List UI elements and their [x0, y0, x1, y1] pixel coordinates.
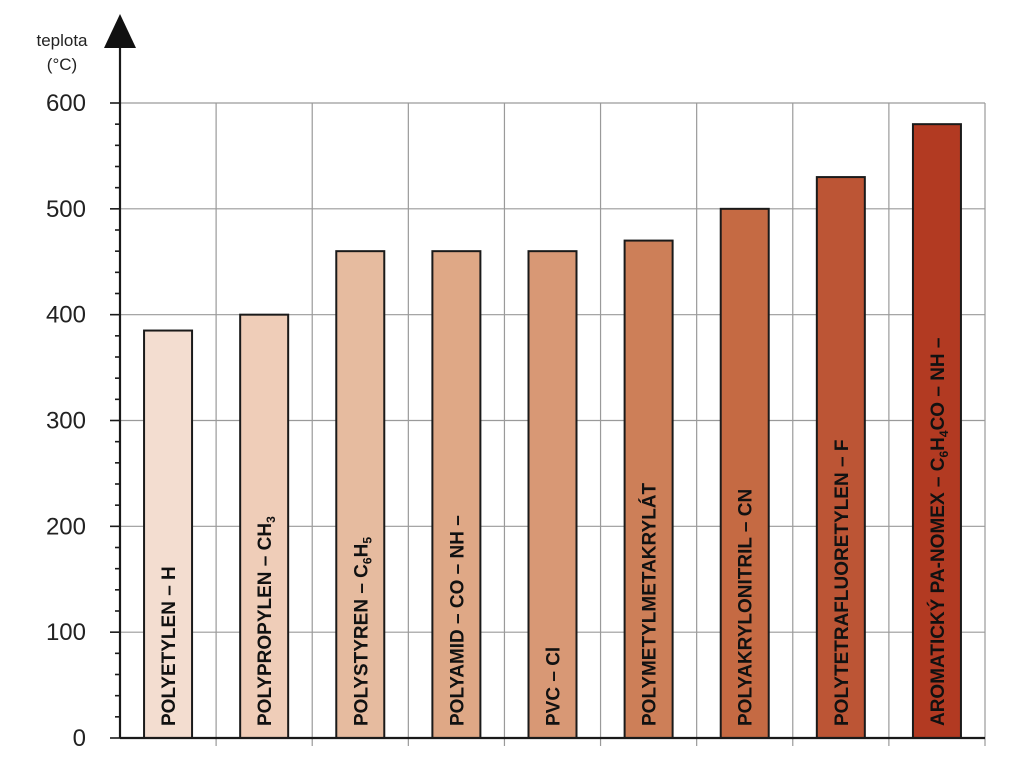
y-tick-label: 400 — [46, 302, 86, 329]
y-axis-label: teplota — [36, 31, 88, 50]
bar-label: AROMATICKÝ PA-NOMEX – C6H4CO – NH – — [927, 338, 951, 727]
y-tick-label: 200 — [46, 513, 86, 540]
bar-label: POLYAKRYLONITRIL – CN — [736, 489, 757, 726]
y-axis-arrow — [104, 14, 136, 48]
bars: POLYETYLEN – H POLYPROPYLEN – CH3 POLYSTYR… — [143, 123, 962, 740]
bar — [431, 250, 482, 740]
bar-label: POLYAMID – CO – NH – — [447, 515, 468, 726]
bar-label: POLYSTYREN – C6H5 — [351, 537, 374, 726]
bar — [143, 329, 194, 739]
y-tick-label: 500 — [46, 196, 86, 223]
bar — [335, 250, 386, 740]
axes: 0 100 200 300 400 500 600 — [46, 14, 985, 752]
bar — [911, 123, 962, 739]
bar — [815, 176, 866, 740]
bar-label: POLYTETRAFLUORETYLEN – F — [832, 440, 853, 726]
labels: teplota (°C) — [36, 31, 88, 74]
bar — [239, 313, 290, 739]
bar-label: POLYPROPYLEN – CH3 — [255, 516, 278, 726]
y-tick-label: 600 — [46, 90, 86, 117]
y-tick-label: 0 — [73, 725, 86, 752]
y-tick-label: 100 — [46, 619, 86, 646]
grid — [120, 102, 986, 746]
bar-label: POLYETYLEN – H — [159, 566, 180, 726]
y-axis-unit: (°C) — [47, 55, 77, 74]
bar-label: POLYMETYLMETAKRYLÁT — [639, 482, 661, 726]
bar-label: PVC – Cl — [544, 647, 565, 726]
y-tick-label: 300 — [46, 408, 86, 435]
